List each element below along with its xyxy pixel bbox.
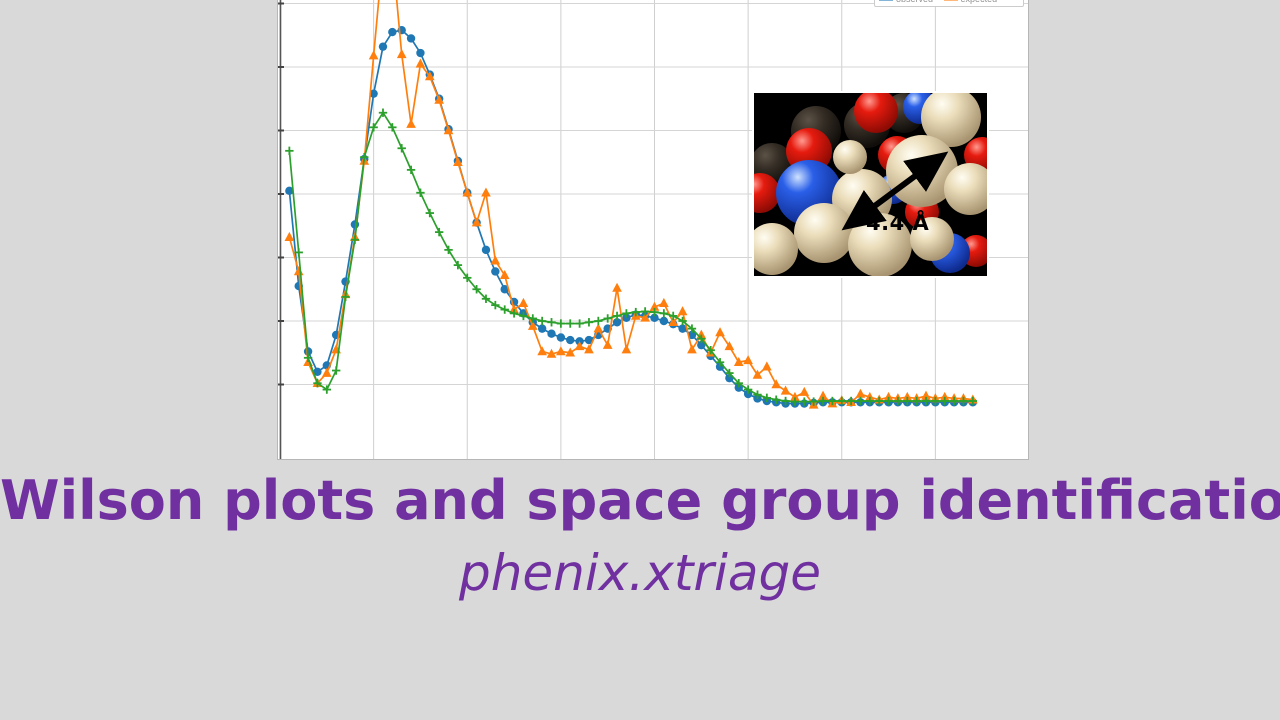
series-expected (284, 0, 978, 409)
legend-label-observed: observed (896, 0, 933, 4)
series-theoretical (285, 108, 978, 406)
legend-label-expected: expected (961, 0, 998, 4)
slide-title: Wilson plots and space group identificat… (0, 469, 1280, 532)
legend-swatch-observed (879, 0, 893, 1)
molecular-spheres-graphic (754, 93, 987, 276)
legend-entry-expected: expected (943, 0, 998, 6)
legend-entry-observed: observed (879, 0, 933, 6)
plot-area (278, 0, 1028, 459)
molecular-structure-inset: 4.4 Å (752, 91, 989, 278)
wilson-plot-svg (278, 0, 1028, 459)
y-axis-spine (278, 0, 284, 459)
slide-subtitle: phenix.xtriage (458, 544, 822, 602)
legend-swatch-expected (943, 0, 958, 1)
inset-distance-label: 4.4 Å (866, 211, 930, 235)
chart-legend: observed expected (874, 0, 1024, 7)
